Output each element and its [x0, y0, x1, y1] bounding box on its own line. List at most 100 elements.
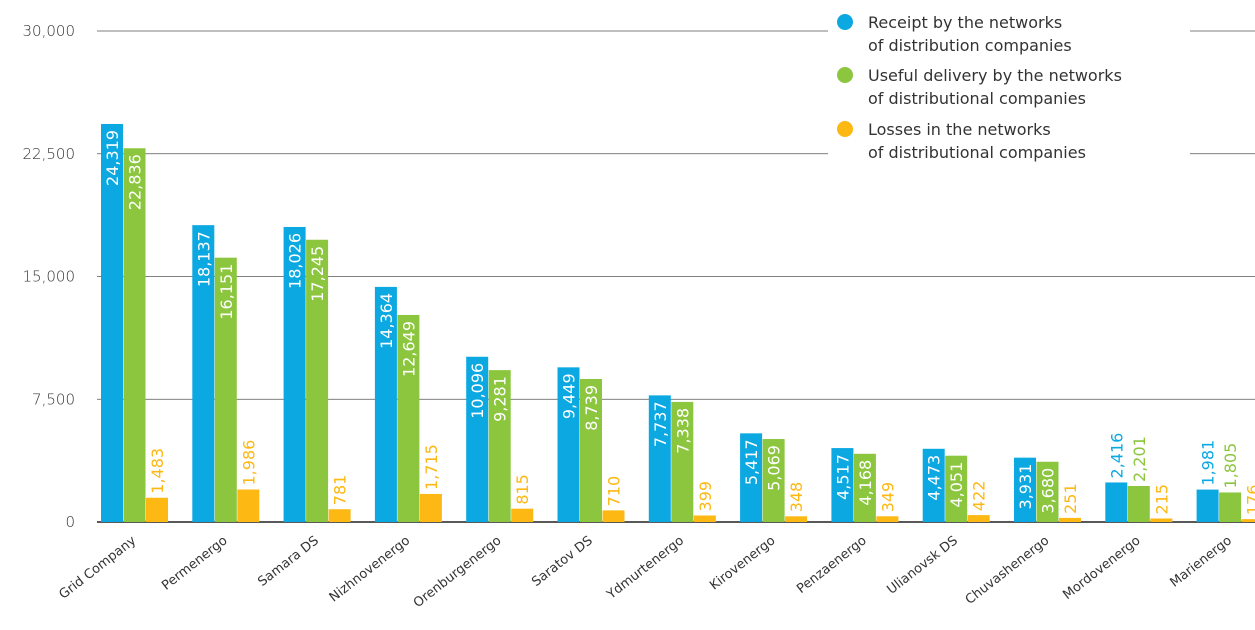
x-tick-label: Marienergo — [1167, 533, 1234, 590]
y-tick-label: 30,000 — [23, 22, 76, 40]
data-label: 215 — [1152, 484, 1171, 515]
bar — [831, 448, 854, 522]
bar — [328, 509, 351, 522]
data-label: 4,517 — [833, 454, 852, 500]
bar — [580, 378, 602, 522]
data-label: 9,281 — [491, 376, 510, 422]
legend-label: of distributional companies — [868, 143, 1086, 162]
bar — [1105, 482, 1128, 522]
bar — [123, 148, 146, 522]
bar — [602, 510, 625, 522]
bar — [693, 515, 716, 522]
bar — [876, 516, 899, 522]
x-tick-label: Samara DS — [255, 533, 321, 589]
x-tick-label: Permenergo — [159, 533, 230, 593]
data-label: 2,416 — [1107, 433, 1126, 479]
x-tick-label: Mordovenergo — [1060, 533, 1143, 603]
bar — [648, 395, 671, 522]
data-label: 4,168 — [856, 460, 875, 506]
data-label: 422 — [970, 481, 989, 512]
data-label: 18,026 — [286, 233, 305, 289]
bar — [374, 286, 397, 522]
bar — [557, 367, 580, 522]
y-tick-label: 7,500 — [32, 390, 75, 408]
data-label: 4,051 — [947, 462, 966, 508]
bar — [1036, 461, 1059, 522]
data-label: 17,245 — [308, 246, 327, 302]
bar — [1241, 519, 1255, 522]
data-label: 4,473 — [925, 455, 944, 501]
legend: Receipt by the networks of distribution c… — [828, 8, 1190, 168]
bar — [488, 370, 511, 522]
data-label: 7,338 — [673, 408, 692, 454]
bar — [785, 516, 808, 522]
bar — [1059, 517, 1081, 522]
x-axis-ticks: Grid Company Permenergo Samara DS Nizhnoven… — [56, 533, 1234, 611]
bar — [192, 225, 215, 522]
bar — [466, 356, 489, 522]
legend-label: Receipt by the networks — [868, 13, 1062, 32]
bar — [967, 515, 990, 522]
data-label: 2,201 — [1130, 436, 1149, 482]
legend-label: Useful delivery by the networks — [868, 66, 1122, 85]
data-label: 9,449 — [560, 373, 579, 419]
data-label: 176 — [1244, 485, 1255, 516]
data-label: 815 — [513, 474, 532, 505]
x-tick-label: Kirovenergo — [707, 533, 778, 593]
data-label: 16,151 — [217, 264, 236, 320]
data-label: 1,805 — [1221, 443, 1240, 489]
legend-label: of distributional companies — [868, 89, 1086, 108]
data-label: 12,649 — [399, 321, 418, 377]
bar — [945, 455, 968, 522]
data-label: 1,483 — [148, 448, 167, 494]
bar — [419, 493, 442, 522]
y-tick-label: 0 — [65, 513, 75, 531]
bar — [1150, 518, 1173, 522]
data-label: 251 — [1061, 483, 1080, 514]
bar — [671, 401, 694, 522]
x-tick-label: Grid Company — [56, 533, 139, 602]
y-axis-ticks: 0 7,500 15,000 22,500 30,000 — [23, 22, 76, 531]
y-tick-label: 22,500 — [23, 145, 76, 163]
legend-marker — [837, 67, 853, 83]
data-label: 348 — [787, 482, 806, 513]
x-tick-label: Ulianovsk DS — [884, 533, 960, 597]
data-label: 3,680 — [1039, 468, 1058, 514]
bar — [214, 257, 237, 522]
x-tick-label: Orenburgenergo — [411, 533, 505, 611]
data-label: 10,096 — [468, 363, 487, 419]
data-label: 18,137 — [194, 231, 213, 287]
bar — [1219, 492, 1242, 522]
bar — [237, 489, 260, 522]
bar — [1014, 457, 1036, 522]
bar — [283, 226, 306, 522]
x-tick-label: Ydmurtenergo — [604, 533, 687, 603]
data-label: 5,069 — [765, 445, 784, 491]
x-tick-label: Nizhnovenergo — [327, 533, 413, 605]
data-label: 349 — [878, 482, 897, 513]
bar — [853, 453, 876, 522]
bar — [101, 123, 123, 522]
legend-label: of distribution companies — [868, 36, 1072, 55]
legend-background — [828, 8, 1190, 168]
x-tick-label: Chuvashenergo — [963, 533, 1052, 608]
data-label: 7,737 — [651, 401, 670, 447]
legend-marker — [837, 121, 853, 137]
x-tick-label: Penzaenergo — [794, 533, 869, 597]
data-label: 1,715 — [422, 444, 441, 490]
bar — [1196, 489, 1219, 522]
data-label: 1,986 — [239, 440, 258, 486]
bar — [146, 497, 168, 522]
data-label: 781 — [331, 475, 350, 506]
legend-marker — [837, 14, 853, 30]
legend-label: Losses in the networks — [868, 120, 1051, 139]
data-label: 22,836 — [126, 154, 145, 210]
x-tick-label: Saratov DS — [529, 533, 596, 590]
y-tick-label: 15,000 — [23, 268, 76, 286]
bars — [101, 123, 1255, 522]
data-label: 3,931 — [1016, 464, 1035, 510]
data-label: 5,417 — [742, 439, 761, 485]
data-label: 8,739 — [582, 385, 601, 431]
